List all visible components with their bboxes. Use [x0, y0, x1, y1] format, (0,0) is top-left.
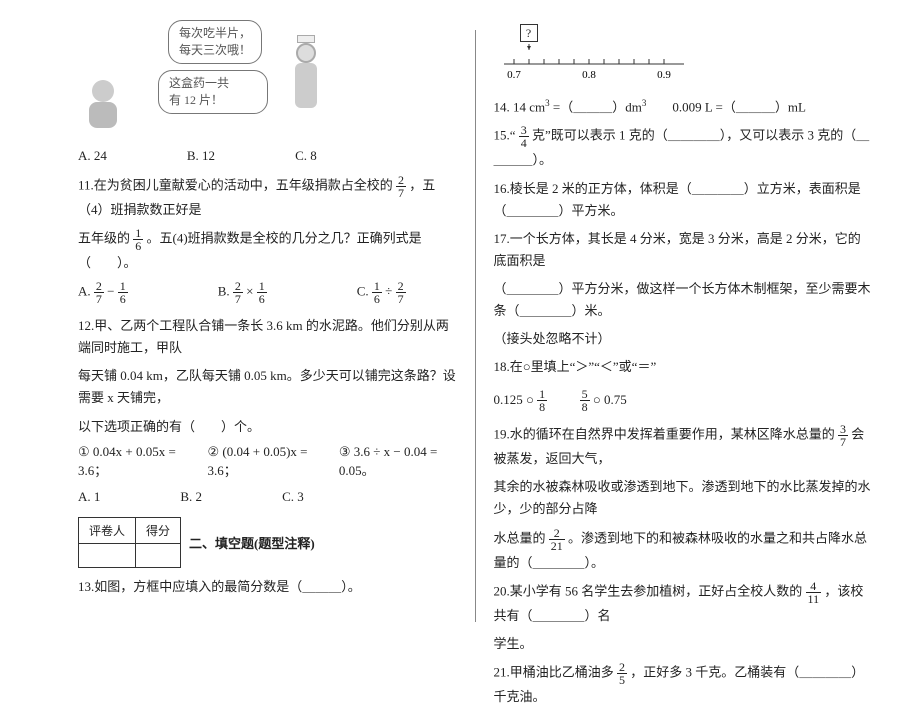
- q18-b: 58 ○ 0.75: [580, 392, 627, 407]
- q10-opt-c: C. 8: [295, 148, 317, 164]
- score-table: 评卷人 得分: [78, 517, 181, 568]
- tick-08: 0.8: [582, 69, 596, 81]
- number-line-svg: 0.7 0.8 0.9: [494, 44, 694, 84]
- q18-title: 18.在○里填上“＞”“＜”或“＝”: [494, 356, 873, 378]
- q12-opt-c: C. 3: [282, 489, 304, 505]
- tick-07: 0.7: [507, 69, 521, 81]
- number-line: ? 0.7 0.8: [494, 24, 873, 84]
- illustration: 每次吃半片， 每天三次哦！ 这盒药一共 有 12 片！: [78, 20, 338, 140]
- q11-line2: 五年级的 1 6 。五(4)班捐款数是全校的几分之几？正确列式是（ ）。: [78, 227, 457, 274]
- q18-items: 0.125 ○ 18 58 ○ 0.75: [494, 388, 873, 413]
- q11-opt-c: C. 16 ÷ 27: [357, 280, 406, 305]
- q12-eq2: ② (0.04 + 0.05)x = 3.6；: [208, 444, 321, 479]
- q11-pre: 11.在为贫困儿童献爱心的活动中，五年级捐款占全校的: [78, 177, 396, 192]
- q12-l2: 每天铺 0.04 km，乙队每天铺 0.05 km。多少天可以铺完这条路？设需要…: [78, 365, 457, 409]
- q11-line1: 11.在为贫困儿童献爱心的活动中，五年级捐款占全校的 2 7 ，五（4）班捐款数…: [78, 174, 457, 221]
- section-header: 评卷人 得分 二、填空题(题型注释): [78, 517, 457, 568]
- q17-l2: （＿＿＿＿）平方分米，做这样一个长方体木制框架，至少需要木条（＿＿＿＿）米。: [494, 278, 873, 322]
- hdr-cell-grader: 评卷人: [79, 517, 136, 543]
- bubble2-line2: 有 12 片！: [169, 93, 223, 107]
- kid-figure: [78, 80, 128, 135]
- q21: 21.甲桶油比乙桶油多 25 ，正好多 3 千克。乙桶装有（＿＿＿＿）千克油。: [494, 661, 873, 708]
- q11-pre2: 五年级的: [78, 231, 133, 246]
- q17-l3: （接头处忽略不计）: [494, 328, 873, 350]
- q12-options: A. 1 B. 2 C. 3: [78, 489, 457, 505]
- q11-options: A. 27 − 16 B. 27 × 16 C. 16 ÷ 27: [78, 280, 457, 305]
- q12-l3: 以下选项正确的有（ ）个。: [78, 416, 457, 438]
- q12-opt-a: A. 1: [78, 489, 100, 505]
- bubble1-line2: 每天三次哦！: [179, 43, 251, 57]
- q16: 16.棱长是 2 米的正方体，体积是（＿＿＿＿）立方米，表面积是（＿＿＿＿）平方…: [494, 178, 873, 222]
- q10-opt-b: B. 12: [187, 148, 215, 164]
- q10-opt-a: A. 24: [78, 148, 107, 164]
- q12-opt-b: B. 2: [180, 489, 202, 505]
- speech-bubble-2: 这盒药一共 有 12 片！: [158, 70, 268, 114]
- q12-eq1: ① 0.04x + 0.05x = 3.6；: [78, 444, 190, 479]
- tick-09: 0.9: [657, 69, 671, 81]
- bubble1-line1: 每次吃半片，: [179, 26, 251, 40]
- section-title: 二、填空题(题型注释): [189, 533, 315, 552]
- q10-options: A. 24 B. 12 C. 8: [78, 148, 457, 164]
- nurse-figure: [278, 35, 333, 125]
- q11-opt-b: B. 27 × 16: [218, 280, 267, 305]
- q19-l1: 19.水的循环在自然界中发挥着重要作用，某林区降水总量的 37 会被蒸发，返回大…: [494, 423, 873, 470]
- q12-equations: ① 0.04x + 0.05x = 3.6； ② (0.04 + 0.05)x …: [78, 444, 457, 479]
- q12-l1: 12.甲、乙两个工程队合铺一条长 3.6 km 的水泥路。他们分别从两端同时施工…: [78, 315, 457, 359]
- q19-l3: 水总量的 221 。渗透到地下的和被森林吸收的水量之和共占降水总量的（＿＿＿＿）…: [494, 527, 873, 574]
- right-column: ? 0.7 0.8: [476, 20, 891, 632]
- q12-eq3: ③ 3.6 ÷ x − 0.04 = 0.05。: [339, 444, 457, 479]
- bubble2-line1: 这盒药一共: [169, 76, 229, 90]
- question-box: ?: [520, 24, 538, 42]
- q13: 13.如图，方框中应填入的最简分数是（＿＿＿）。: [78, 576, 457, 598]
- q15: 15.“ 34 克”既可以表示 1 克的（＿＿＿＿），又可以表示 3 克的（＿＿…: [494, 124, 873, 171]
- q18-a: 0.125 ○ 18: [494, 392, 551, 407]
- q14: 14. 14 cm3 =（＿＿＿）dm3 0.009 L =（＿＿＿）mL: [494, 96, 873, 118]
- left-column: 每次吃半片， 每天三次哦！ 这盒药一共 有 12 片！ A. 24 B. 12 …: [60, 20, 475, 632]
- speech-bubble-1: 每次吃半片， 每天三次哦！: [168, 20, 262, 64]
- q11-opt-a: A. 27 − 16: [78, 280, 128, 305]
- q20-l1: 20.某小学有 56 名学生去参加植树，正好占全校人数的 411 ，该校共有（＿…: [494, 580, 873, 627]
- q19-l2: 其余的水被森林吸收或渗透到地下。渗透到地下的水比蒸发掉的水少，少的部分占降: [494, 476, 873, 520]
- q17-l1: 17.一个长方体，其长是 4 分米，宽是 3 分米，高是 2 分米，它的底面积是: [494, 228, 873, 272]
- q11-frac2: 1 6: [133, 227, 143, 252]
- q11-frac1: 2 7: [396, 174, 406, 199]
- hdr-cell-score: 得分: [136, 517, 181, 543]
